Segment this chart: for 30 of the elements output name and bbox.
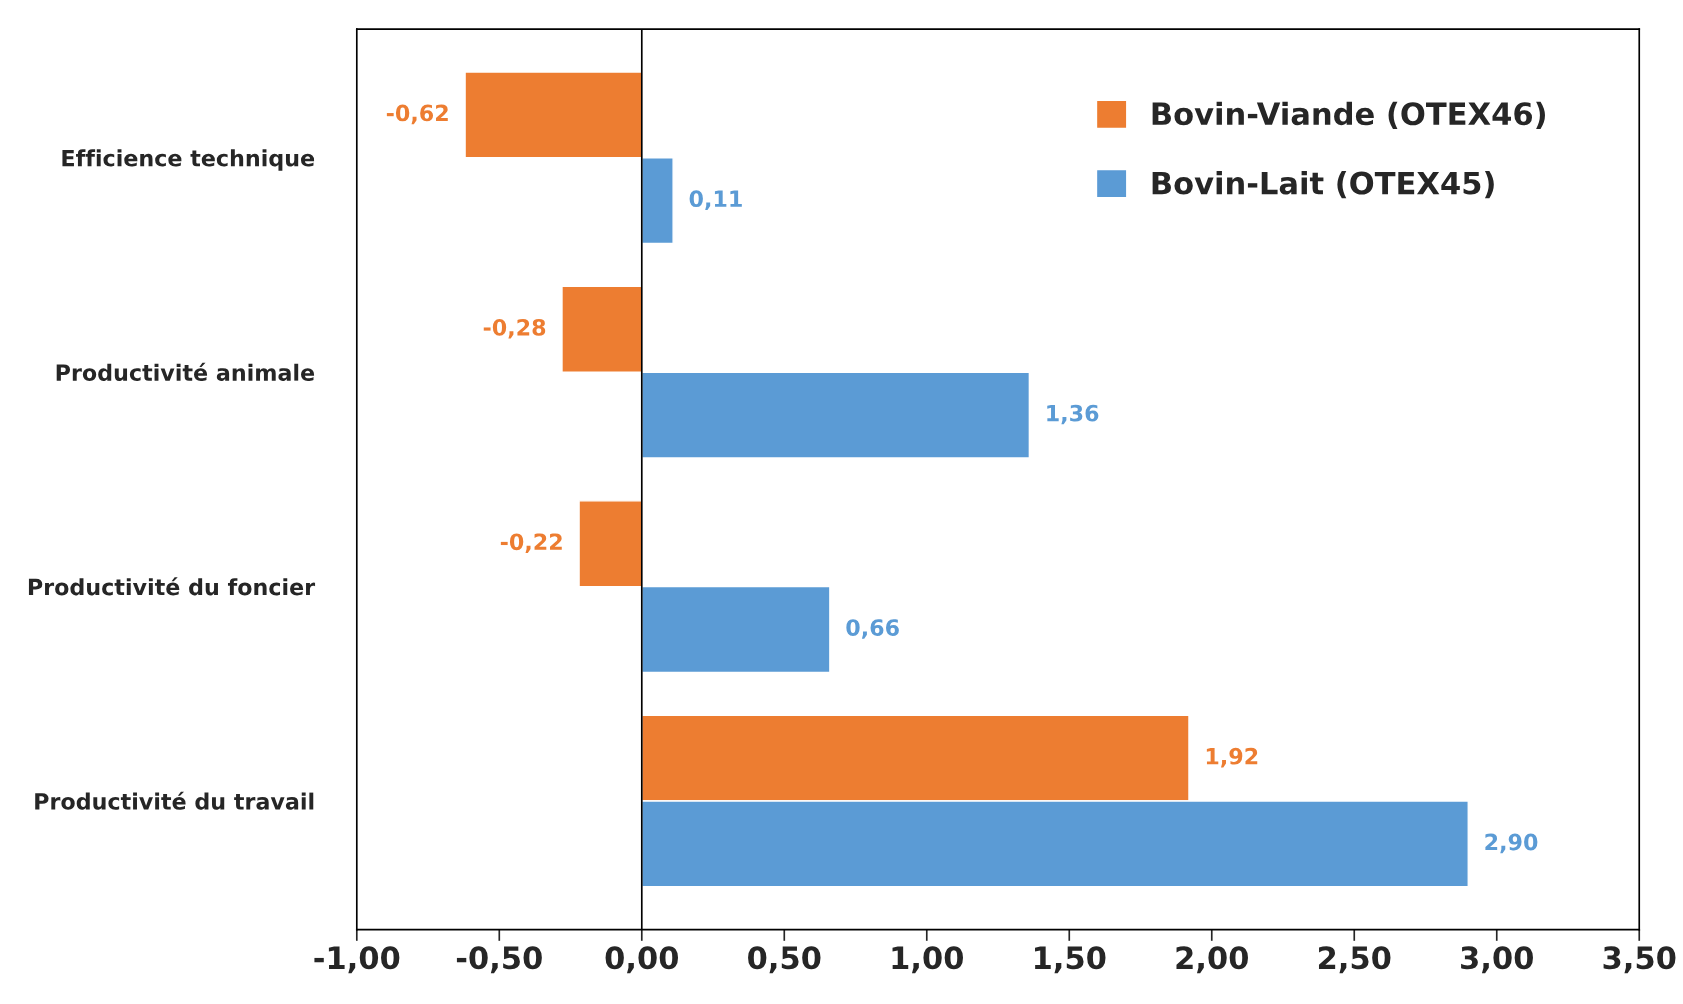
data-label: 0,66 (846, 619, 899, 639)
bar (464, 71, 643, 159)
data-label: -0,22 (500, 533, 562, 554)
x-tick-label: 2,00 (1176, 946, 1248, 974)
y-tick-label: Productivité du travail (35, 791, 314, 810)
x-tick-label: 3,50 (1603, 946, 1676, 974)
data-label: 1,92 (1206, 747, 1258, 768)
x-tick-label: -1,00 (314, 946, 400, 974)
data-label: 1,36 (1047, 404, 1099, 425)
legend-label: Bovin-Viande (OTEX46) (1152, 101, 1545, 129)
bar (641, 371, 1031, 459)
y-tick-label: Efficience technique (62, 149, 315, 171)
data-label: -0,28 (483, 318, 546, 339)
x-tick-label: 2,50 (1318, 946, 1391, 974)
bar (578, 500, 643, 588)
data-label: -0,62 (386, 104, 448, 125)
x-tick-label: -0,50 (456, 946, 542, 974)
x-tick-label: 0,00 (605, 946, 679, 974)
y-tick-label: Productivité animale (56, 362, 315, 381)
y-tick-label: Productivité du foncier (28, 577, 316, 596)
legend-label: Bovin-Lait (OTEX45) (1152, 170, 1494, 199)
x-tick-label: 3,00 (1461, 946, 1533, 974)
data-label: 2,90 (1485, 833, 1538, 854)
x-tick-label: 0,50 (748, 946, 821, 974)
x-tick-label: 1,00 (892, 946, 964, 974)
data-label: 0,11 (689, 190, 742, 210)
bar (561, 285, 643, 373)
x-tick-label: 1,50 (1035, 946, 1106, 974)
bar (641, 585, 831, 674)
bar (641, 157, 674, 245)
